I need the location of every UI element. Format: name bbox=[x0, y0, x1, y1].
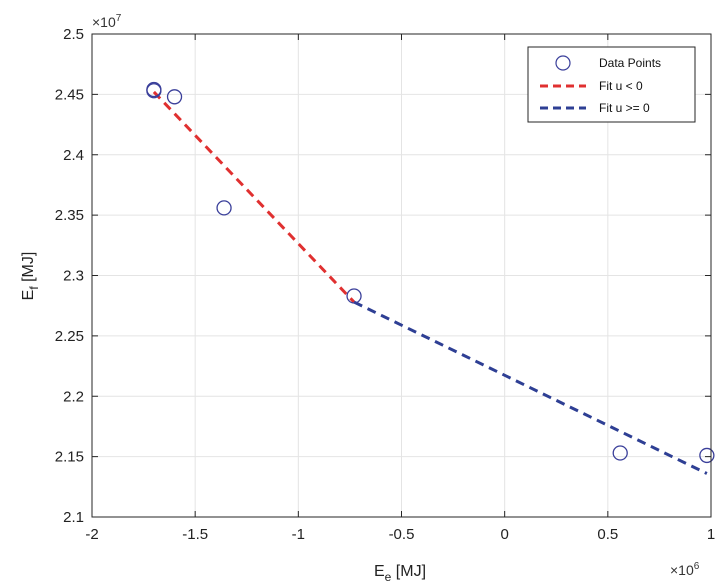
y-multiplier-base: ×10 bbox=[92, 14, 116, 30]
y-axis-multiplier: ×107 bbox=[92, 13, 122, 30]
x-tick-label: 0 bbox=[500, 526, 508, 543]
y-tick-label: 2.1 bbox=[63, 509, 84, 526]
x-multiplier-exp: 6 bbox=[694, 561, 700, 572]
data-point bbox=[346, 288, 362, 304]
fit-line-u-nonnegative bbox=[353, 300, 708, 475]
x-axis-title-sub: e bbox=[385, 570, 392, 584]
fit-line-u-negative bbox=[152, 90, 356, 304]
y-multiplier-exp: 7 bbox=[116, 13, 122, 24]
legend-label-fit-u-pos: Fit u >= 0 bbox=[599, 101, 650, 115]
data-point bbox=[216, 200, 232, 216]
data-point bbox=[166, 89, 183, 105]
x-axis-title: Ee [MJ] bbox=[374, 563, 426, 584]
x-axis-multiplier: ×106 bbox=[670, 561, 700, 578]
data-point bbox=[612, 445, 628, 461]
y-tick-label: 2.25 bbox=[55, 328, 84, 345]
y-tick-label: 2.15 bbox=[55, 449, 84, 466]
x-tick-label: -0.5 bbox=[389, 526, 415, 543]
legend-label-data-points: Data Points bbox=[599, 56, 661, 70]
x-tick-label: -1.5 bbox=[182, 526, 208, 543]
y-axis-title: Ef [MJ] bbox=[20, 252, 41, 301]
y-tick-label: 2.35 bbox=[55, 207, 84, 224]
data-point bbox=[699, 447, 715, 464]
y-tick-label: 2.5 bbox=[63, 26, 84, 43]
x-tick-label: 0.5 bbox=[597, 526, 618, 543]
y-axis-title-unit: [MJ] bbox=[20, 252, 37, 287]
x-ticks: -2 -1.5 -1 -0.5 0 0.5 1 bbox=[85, 34, 715, 543]
y-tick-label: 2.2 bbox=[63, 388, 84, 405]
x-tick-label: -2 bbox=[85, 526, 98, 543]
legend: Data Points Fit u < 0 Fit u >= 0 bbox=[527, 46, 696, 123]
y-axis-title-main: E bbox=[20, 290, 37, 301]
series-layer bbox=[146, 81, 715, 475]
y-tick-label: 2.45 bbox=[55, 86, 84, 103]
x-multiplier-base: ×10 bbox=[670, 562, 694, 578]
y-tick-label: 2.3 bbox=[63, 268, 84, 285]
data-point bbox=[146, 83, 162, 99]
x-axis-title-unit: [MJ] bbox=[391, 563, 426, 580]
y-axis-title-sub: f bbox=[27, 286, 41, 290]
x-tick-label: 1 bbox=[707, 526, 715, 543]
legend-marker-data-points bbox=[555, 55, 571, 71]
legend-label-fit-u-neg: Fit u < 0 bbox=[599, 79, 643, 93]
x-axis-title-main: E bbox=[374, 563, 385, 580]
y-ticks: 2.1 2.15 2.2 2.25 2.3 2.35 2.4 2.45 2.5 bbox=[55, 26, 711, 526]
x-tick-label: -1 bbox=[292, 526, 305, 543]
y-tick-label: 2.4 bbox=[63, 147, 84, 164]
